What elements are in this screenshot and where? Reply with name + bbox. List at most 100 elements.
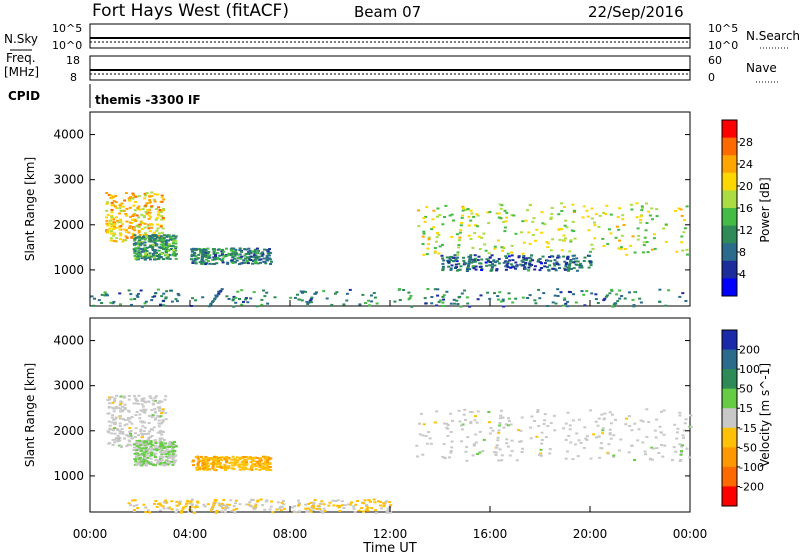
data-cell	[157, 419, 161, 422]
data-cell	[250, 458, 254, 460]
data-cell	[548, 448, 552, 451]
data-cell	[160, 437, 164, 440]
data-cell	[143, 256, 147, 259]
data-cell	[250, 505, 254, 508]
data-cell	[510, 214, 514, 217]
data-cell	[487, 222, 491, 225]
data-cell	[535, 228, 539, 231]
data-cell	[199, 250, 203, 253]
data-cell	[137, 229, 141, 232]
data-cell	[559, 291, 563, 294]
data-cell	[540, 431, 544, 434]
data-cell	[107, 194, 111, 196]
data-cell	[259, 252, 263, 255]
data-cell	[458, 420, 462, 423]
data-cell	[524, 261, 528, 264]
data-cell	[161, 216, 165, 219]
data-cell	[263, 261, 267, 263]
data-cell	[171, 454, 175, 457]
data-cell	[657, 452, 661, 454]
data-cell	[214, 511, 218, 514]
data-cell	[528, 263, 532, 266]
data-cell	[113, 418, 117, 421]
data-cell	[549, 218, 553, 220]
data-cell	[165, 501, 169, 504]
data-cell	[449, 259, 453, 262]
data-cell	[165, 242, 169, 245]
data-cell	[128, 420, 132, 423]
data-cell	[144, 506, 148, 509]
data-cell	[128, 221, 132, 224]
data-cell	[128, 430, 132, 433]
data-cell	[459, 305, 463, 308]
data-cell	[422, 230, 426, 233]
data-cell	[172, 234, 176, 237]
data-cell	[110, 209, 114, 211]
data-cell	[655, 208, 659, 211]
data-cell	[299, 290, 303, 293]
data-cell	[143, 238, 147, 241]
data-cell	[484, 261, 488, 264]
data-region	[90, 288, 688, 308]
data-cell	[432, 226, 436, 229]
data-cell	[583, 426, 587, 429]
data-cell	[93, 297, 96, 300]
data-cell	[140, 440, 144, 442]
data-cell	[148, 235, 152, 238]
data-cell	[130, 437, 134, 440]
data-cell	[157, 234, 161, 237]
data-cell	[536, 411, 540, 413]
data-cell	[240, 456, 244, 459]
data-cell	[148, 223, 152, 226]
data-cell	[305, 300, 309, 303]
data-cell	[111, 443, 115, 446]
data-cell	[247, 457, 251, 460]
data-cell	[143, 449, 147, 452]
data-cell	[134, 236, 138, 239]
data-cell	[204, 456, 208, 458]
data-cell	[564, 264, 568, 267]
data-cell	[143, 457, 147, 459]
data-cell	[467, 262, 471, 265]
data-cell	[148, 252, 152, 255]
data-cell	[145, 202, 149, 205]
data-cell	[213, 256, 217, 259]
data-cell	[474, 265, 478, 268]
data-cell	[302, 290, 305, 293]
data-cell	[643, 236, 647, 239]
data-cell	[546, 425, 550, 427]
data-cell	[150, 223, 154, 226]
data-cell	[551, 267, 555, 270]
data-cell	[266, 467, 270, 470]
data-cell	[469, 209, 473, 212]
data-cell	[645, 222, 649, 224]
data-cell	[550, 255, 554, 258]
data-cell	[681, 249, 685, 252]
data-cell	[631, 298, 635, 301]
data-cell	[90, 295, 94, 298]
data-cell	[172, 445, 175, 447]
data-cell	[467, 234, 471, 237]
data-cell	[572, 261, 576, 264]
data-cell	[309, 510, 313, 513]
data-cell	[259, 261, 262, 264]
data-cell	[514, 297, 518, 300]
data-cell	[456, 303, 460, 305]
data-cell	[347, 503, 350, 506]
data-cell	[113, 427, 117, 430]
data-cell	[137, 434, 140, 437]
data-cell	[194, 299, 198, 302]
data-cell	[602, 299, 606, 302]
data-cell	[227, 504, 231, 506]
data-cell	[143, 400, 147, 403]
data-cell	[121, 240, 125, 243]
data-cell	[235, 252, 238, 255]
data-cell	[177, 294, 181, 297]
data-cell	[437, 301, 441, 304]
data-cell	[161, 227, 165, 230]
data-cell	[182, 506, 186, 509]
data-cell	[410, 305, 414, 308]
data-cell	[150, 195, 154, 198]
data-cell	[175, 504, 179, 507]
data-cell	[590, 292, 594, 295]
